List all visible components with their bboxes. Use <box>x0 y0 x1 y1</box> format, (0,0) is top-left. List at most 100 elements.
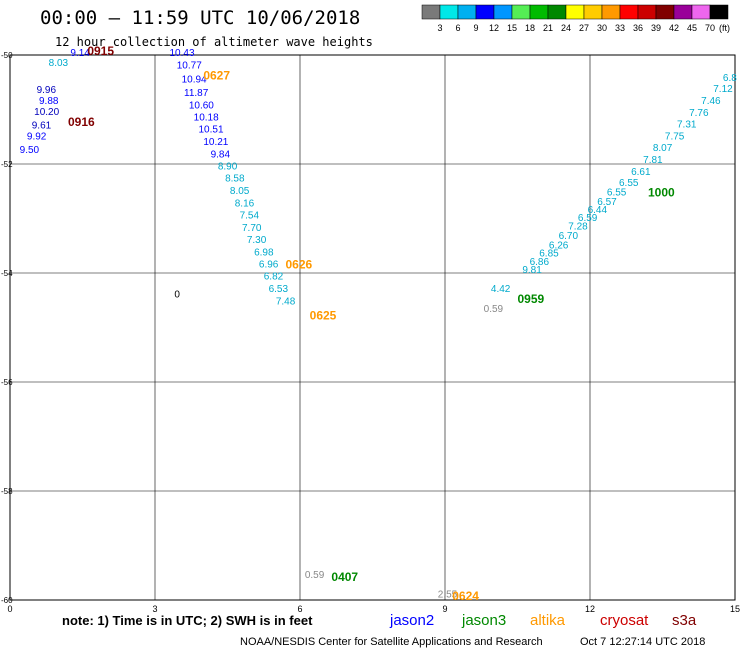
footer-timestamp: Oct 7 12:27:14 UTC 2018 <box>580 636 705 648</box>
colorbar-tick-label: 39 <box>651 23 661 33</box>
wave-height-point: 9.84 <box>211 149 231 160</box>
wave-height-point: 0.59 <box>305 570 325 581</box>
colorbar-swatch <box>601 4 621 20</box>
x-tick-label: 9 <box>442 604 447 614</box>
wave-height-point: 6.61 <box>631 167 651 178</box>
wave-height-point: 7.54 <box>240 211 260 222</box>
wave-height-point: 10.43 <box>170 48 195 59</box>
footer-note: note: 1) Time is in UTC; 2) SWH is in fe… <box>62 613 313 628</box>
colorbar-tick-label: 42 <box>669 23 679 33</box>
wave-height-point: 7.28 <box>568 221 588 232</box>
colorbar-tick-label: 70 <box>705 23 715 33</box>
wave-height-point: 6.82 <box>264 272 284 283</box>
wave-height-point: 6.70 <box>559 231 579 242</box>
y-tick-label: -56 <box>1 378 13 387</box>
wave-height-point: 7.46 <box>701 96 721 107</box>
colorbar-tick-label: 15 <box>507 23 517 33</box>
wave-height-point: 9.50 <box>20 145 40 156</box>
pass-time-label: 0915 <box>87 44 114 58</box>
x-tick-label: 15 <box>730 604 740 614</box>
wave-height-point: 9.14 <box>70 48 90 59</box>
pass-time-label: 0626 <box>286 258 313 272</box>
colorbar-tick-label: 33 <box>615 23 625 33</box>
chart-title: 00:00 – 11:59 UTC 10/06/2018 <box>40 7 360 29</box>
satellite-legend-entry: jason3 <box>461 612 506 629</box>
wave-height-point: 10.94 <box>182 74 207 85</box>
pass-time-label: 0624 <box>452 589 479 603</box>
colorbar-swatch <box>619 4 639 20</box>
x-tick-label: 12 <box>585 604 595 614</box>
colorbar-swatch <box>709 4 729 20</box>
wave-height-point: 9.61 <box>32 121 52 132</box>
wave-height-point: 9.88 <box>39 96 59 107</box>
pass-time-label: 0959 <box>518 292 545 306</box>
wave-height-point: 8.03 <box>49 58 69 69</box>
wave-height-point: 10.18 <box>194 112 219 123</box>
wave-height-point: 8.90 <box>218 161 238 172</box>
wave-height-point: 9.81 <box>522 265 542 276</box>
wave-height-point: 4.42 <box>491 284 511 295</box>
colorbar-tick-label: 21 <box>543 23 553 33</box>
wave-height-point: 10.77 <box>177 61 202 72</box>
colorbar-legend: 3 6 9 12 15 18 21 24 27 30 33 36 39 42 45 70 (ft) <box>421 4 730 33</box>
pass-time-label: 0625 <box>310 308 337 322</box>
y-tick-label: -52 <box>1 160 13 169</box>
pass-time-label: 0916 <box>68 115 95 129</box>
contour-label: 0 <box>174 290 180 301</box>
wave-height-point: 6.86 <box>530 257 550 268</box>
wave-height-point: 8.16 <box>235 199 255 210</box>
colorbar-tick-label: 12 <box>489 23 499 33</box>
colorbar-tick-label: 3 <box>437 23 442 33</box>
wave-height-point: 9.96 <box>37 85 57 96</box>
wave-height-point: 6.55 <box>619 178 639 189</box>
data-marks: 9.14 9.88 9.92 9.50 10.43 10.77 10.94 11.8710.6… <box>20 44 738 603</box>
colorbar-swatch <box>583 4 603 20</box>
colorbar-tick-label: 36 <box>633 23 643 33</box>
colorbar-unit: (ft) <box>719 23 730 33</box>
wave-height-point: 7.48 <box>276 297 296 308</box>
chart-subtitle: 12 hour collection of altimeter wave hei… <box>55 35 373 49</box>
wave-height-point: 10.21 <box>203 137 228 148</box>
colorbar-swatch <box>637 4 657 20</box>
wave-height-point: 10.60 <box>189 100 214 111</box>
pass-time-label: 1000 <box>648 186 675 200</box>
pass-time-label: 0627 <box>203 69 230 83</box>
wave-height-point: 7.75 <box>665 131 685 142</box>
colorbar-swatch <box>421 4 441 20</box>
colorbar-swatch <box>493 4 513 20</box>
wave-height-point: 0.59 <box>484 304 504 315</box>
x-tick-label: 3 <box>152 604 157 614</box>
colorbar-swatch <box>529 4 549 20</box>
colorbar-swatch <box>655 4 675 20</box>
y-tick-label: -60 <box>1 596 13 605</box>
colorbar-tick-label: 9 <box>473 23 478 33</box>
wave-height-point: 7.70 <box>242 223 262 234</box>
wave-height-point: 6.26 <box>549 240 569 251</box>
y-tick-label: -58 <box>1 487 13 496</box>
wave-height-point: 6.96 <box>259 260 279 271</box>
wave-height-point: 10.20 <box>34 107 59 118</box>
colorbar-swatch <box>565 4 585 20</box>
colorbar-swatch <box>511 4 531 20</box>
colorbar-swatch <box>457 4 477 20</box>
colorbar-tick-label: 45 <box>687 23 697 33</box>
wave-height-point: 7.12 <box>713 84 733 95</box>
wave-height-point: 8.58 <box>225 173 245 184</box>
wave-height-point: 6.8 <box>723 73 737 84</box>
wave-height-point: 6.53 <box>269 284 289 295</box>
wave-height-point: 7.76 <box>689 108 709 119</box>
grid-lines <box>10 55 735 600</box>
wave-height-point: 8.05 <box>230 186 250 197</box>
plot-frame <box>9 54 736 601</box>
wave-height-point: 7.31 <box>677 119 697 130</box>
wave-height-point: 7.81 <box>643 155 663 166</box>
colorbar-swatch <box>673 4 693 20</box>
satellite-legend-entry: cryosat <box>600 612 649 629</box>
colorbar-swatch <box>439 4 459 20</box>
wave-height-point: 2.55 <box>438 589 458 600</box>
colorbar-tick-label: 30 <box>597 23 607 33</box>
colorbar-swatch <box>691 4 711 20</box>
wave-height-point: 9.92 <box>27 131 47 142</box>
y-tick-label: -50 <box>1 51 13 60</box>
